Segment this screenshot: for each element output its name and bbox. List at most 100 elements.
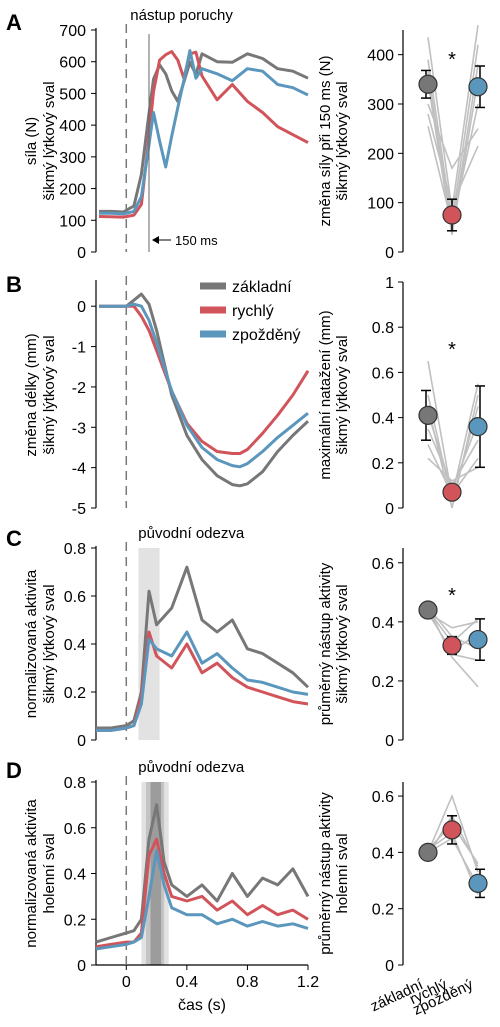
subject-line — [427, 79, 479, 235]
y-axis-label: šikmý lýtkový sval — [334, 81, 351, 200]
series-line-rychly — [98, 50, 309, 219]
mean-point-rychly — [442, 820, 462, 840]
panel-d-timeseries: 0 0.2 0.4 0.6 0.8 0 0.4 0.8 1.2 čas (s) normalizov… — [23, 759, 319, 1014]
y-tick-label: 0.2 — [372, 902, 394, 919]
legend-label-rychly: rychlý — [232, 303, 274, 320]
y-tick-label: 0 — [77, 299, 86, 316]
y-tick-label: 1 — [385, 275, 394, 292]
y-tick-label: 0.4 — [372, 615, 394, 632]
y-tick-label: 0 — [385, 245, 394, 262]
panel-a-timeseries: 0 100 200 300 400 500 600 700 síla (N) šikmý lýtk… — [23, 7, 309, 262]
y-tick-label: 0.2 — [64, 685, 86, 702]
y-tick-label: 0.6 — [372, 556, 394, 573]
legend: základní rychlý zpožděný — [200, 279, 301, 344]
y-tick-label: 0 — [77, 958, 86, 975]
mean-point-rychly — [442, 482, 462, 502]
y-axis-label: holenní sval — [41, 833, 58, 913]
onset-annotation: nástup poruchy — [130, 7, 233, 24]
y-axis-label: holenní sval — [334, 833, 351, 913]
mean-point-zakladni — [418, 600, 438, 620]
y-tick-label: 600 — [59, 55, 86, 72]
y-axis-label: průměrný nástup aktivity — [317, 792, 334, 955]
series-line-zakladni — [95, 803, 310, 944]
y-tick-label: 700 — [59, 23, 86, 40]
y-tick-label: 0.8 — [372, 320, 394, 337]
significance-star: * — [448, 339, 456, 361]
x-tick-label: 1.2 — [297, 974, 319, 991]
y-tick-label: -1 — [72, 340, 86, 357]
panel-b-timeseries: -5 -4 -3 -2 -1 0 změna délky (mm) šikmý lýtkový… — [23, 276, 310, 518]
y-tick-label: -5 — [72, 501, 86, 518]
y-tick-label: 0 — [385, 733, 394, 750]
panel-letter-b: B — [6, 272, 22, 297]
x-axis-label: čas (s) — [178, 997, 226, 1014]
y-tick-label: 400 — [367, 48, 394, 65]
y-axis-label: šikmý lýtkový sval — [334, 584, 351, 703]
mean-point-rychly — [442, 205, 462, 225]
y-tick-label: 300 — [367, 97, 394, 114]
mean-point-zpozdeny — [468, 417, 488, 437]
response-window-shading — [150, 782, 162, 965]
y-tick-label: 0.4 — [64, 637, 86, 654]
y-tick-label: 0.6 — [64, 821, 86, 838]
series-line-rychly — [95, 837, 309, 949]
y-tick-label: 0 — [385, 501, 394, 518]
y-tick-label: 0.4 — [372, 845, 394, 862]
x-tick-label: 0.4 — [176, 974, 198, 991]
y-tick-label: 0 — [77, 733, 86, 750]
y-tick-label: 200 — [367, 146, 394, 163]
y-tick-label: 0.4 — [64, 867, 86, 884]
y-axis-label: průměrný nástup aktivity — [317, 562, 334, 725]
y-axis-label: změna síly při 150 ms (N) — [317, 56, 334, 227]
y-axis-label: normalizovaná aktivita — [23, 569, 40, 718]
y-tick-label: 0.4 — [372, 411, 394, 428]
y-tick-label: 100 — [59, 213, 86, 230]
label-150ms: 150 ms — [175, 233, 218, 248]
legend-label-zpozdeny: zpožděný — [232, 327, 301, 344]
series-line-zpozdeny — [95, 849, 309, 951]
subject-line — [427, 612, 479, 629]
mean-point-zakladni — [418, 842, 438, 862]
y-tick-label: 0 — [385, 958, 394, 975]
y-tick-label: 200 — [59, 182, 86, 199]
panel-b-summary: 0 0.2 0.4 0.6 0.8 1 maximální natažení (mm) šik… — [317, 275, 488, 518]
y-tick-label: 0.8 — [64, 775, 86, 792]
y-axis-label: maximální natažení (mm) — [317, 310, 334, 479]
arrowhead-150ms — [152, 236, 159, 244]
series-line-zpozdeny — [99, 302, 309, 469]
mean-point-zpozdeny — [468, 629, 488, 650]
y-axis-label: šikmý lýtkový sval — [334, 335, 351, 454]
original-response-annotation: původní odezva — [138, 525, 245, 542]
panel-c-summary: 0 0.2 0.4 0.6 průměrný nástup aktivity šikmý … — [317, 548, 488, 750]
y-tick-label: 0.2 — [372, 674, 394, 691]
y-axis-label: normalizovaná aktivita — [23, 799, 40, 948]
series-line-zakladni — [96, 565, 310, 730]
subject-line — [427, 606, 479, 688]
significance-star: * — [448, 585, 456, 607]
mean-point-zpozdeny — [468, 873, 488, 893]
panel-letter-c: C — [6, 526, 22, 551]
y-tick-label: 0.2 — [372, 456, 394, 473]
panel-d-summary: 0 0.2 0.4 0.6 průměrný nástup aktivity holenn… — [317, 782, 488, 1019]
y-tick-label: 0 — [77, 245, 86, 262]
y-tick-label: -4 — [72, 461, 86, 478]
y-tick-label: 0.2 — [64, 912, 86, 929]
y-tick-label: 500 — [59, 86, 86, 103]
y-axis-label: šikmý lýtkový sval — [41, 335, 58, 454]
panel-letter-d: D — [6, 758, 22, 783]
y-axis-label: změna délky (mm) — [23, 333, 40, 456]
series-line-zpozdeny — [99, 49, 309, 216]
panel-a-summary: 0 100 200 300 400 změna síly při 150 ms (N) ši… — [317, 24, 488, 262]
subject-line — [427, 457, 479, 482]
y-tick-label: -2 — [72, 380, 86, 397]
y-axis-label: šikmý lýtkový sval — [41, 81, 58, 200]
y-axis-label: šikmý lýtkový sval — [41, 584, 58, 703]
x-tick-label: 0.8 — [236, 974, 258, 991]
y-tick-label: 400 — [59, 118, 86, 135]
series-line-zakladni — [99, 292, 310, 488]
y-tick-label: 0.8 — [64, 541, 86, 558]
y-tick-label: -3 — [72, 420, 86, 437]
original-response-annotation: původní odezva — [138, 759, 245, 776]
mean-point-zakladni — [418, 74, 438, 94]
